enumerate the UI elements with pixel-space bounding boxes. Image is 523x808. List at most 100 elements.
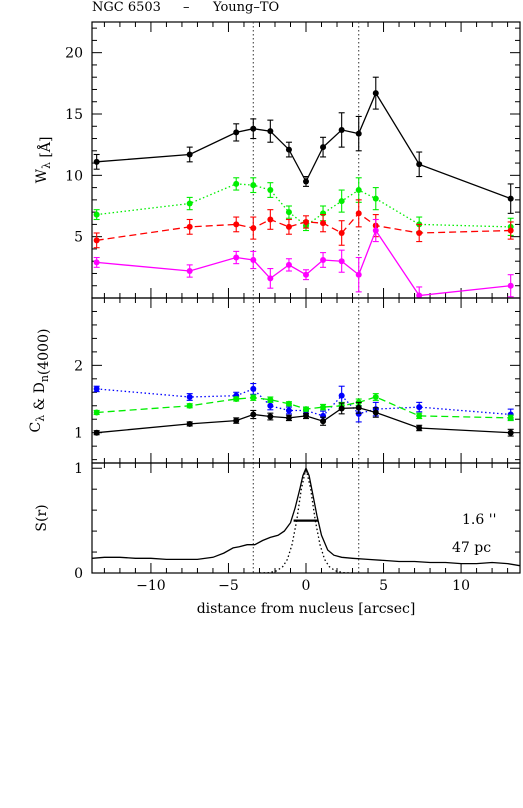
data-point bbox=[303, 406, 309, 413]
data-point bbox=[250, 385, 257, 392]
data-point bbox=[267, 413, 274, 420]
data-point bbox=[372, 227, 379, 234]
panel-middle: 1 2 Cλ & Dn(4000) bbox=[28, 297, 521, 464]
data-point bbox=[372, 394, 379, 400]
data-point bbox=[267, 187, 274, 194]
data-point bbox=[507, 282, 514, 289]
data-point bbox=[233, 254, 240, 261]
y-tick-label: 5 bbox=[74, 230, 83, 246]
title-object: NGC 6503 bbox=[92, 0, 161, 15]
data-point bbox=[186, 223, 193, 230]
data-point bbox=[320, 404, 327, 411]
y-tick-label: 15 bbox=[65, 107, 83, 123]
data-point bbox=[267, 128, 274, 135]
data-point bbox=[250, 125, 257, 132]
data-point bbox=[93, 429, 100, 436]
data-point bbox=[93, 237, 100, 244]
data-point bbox=[416, 412, 423, 419]
data-point bbox=[507, 429, 514, 436]
data-point bbox=[372, 90, 379, 97]
data-point bbox=[303, 178, 309, 185]
data-point bbox=[338, 229, 345, 236]
data-point bbox=[320, 256, 327, 263]
series-line bbox=[96, 229, 511, 297]
data-point bbox=[355, 410, 362, 417]
data-point bbox=[416, 229, 423, 236]
data-point bbox=[93, 259, 100, 266]
data-point bbox=[267, 216, 274, 223]
data-point bbox=[267, 275, 274, 282]
data-point bbox=[303, 218, 309, 225]
data-point bbox=[186, 151, 193, 158]
data-point bbox=[338, 126, 345, 133]
data-point bbox=[338, 258, 345, 265]
y-tick-label: 1 bbox=[74, 426, 83, 442]
data-point bbox=[416, 161, 423, 168]
data-point bbox=[233, 221, 240, 228]
data-point bbox=[93, 158, 100, 165]
y-tick-label: 10 bbox=[65, 168, 83, 184]
data-point bbox=[338, 392, 345, 399]
data-point bbox=[285, 146, 292, 153]
title-separator: – bbox=[183, 0, 190, 15]
data-point bbox=[186, 394, 193, 400]
data-point bbox=[233, 129, 240, 136]
data-point bbox=[233, 180, 240, 187]
data-point bbox=[285, 414, 292, 421]
y-tick-label: 20 bbox=[65, 46, 83, 62]
annotation-scale: 47 pc bbox=[452, 540, 491, 556]
y-tick-label: 0 bbox=[74, 566, 83, 582]
data-point bbox=[320, 418, 327, 425]
y-axis-label-bottom: S(r) bbox=[34, 504, 50, 531]
data-point bbox=[507, 195, 514, 202]
plot-frame-top bbox=[91, 21, 521, 299]
data-point bbox=[267, 396, 274, 403]
data-point bbox=[338, 198, 345, 205]
data-point bbox=[285, 209, 292, 216]
data-point bbox=[416, 292, 423, 298]
data-point bbox=[285, 223, 292, 230]
data-point bbox=[186, 402, 193, 409]
x-tick-label: 10 bbox=[452, 578, 470, 594]
series-line bbox=[92, 466, 520, 567]
data-point bbox=[355, 271, 362, 278]
y-tick-label: 2 bbox=[74, 358, 83, 374]
panel-top: 5 10 15 20 Wλ [Å] bbox=[34, 21, 521, 299]
x-tick-label: −5 bbox=[218, 578, 239, 594]
data-point bbox=[355, 210, 362, 217]
data-point bbox=[416, 404, 423, 411]
x-tick-label: −10 bbox=[136, 578, 166, 594]
data-point bbox=[372, 195, 379, 202]
data-point bbox=[186, 420, 193, 427]
y-tick-label: 1 bbox=[74, 461, 83, 477]
data-point bbox=[303, 271, 309, 278]
title-class: Young–TO bbox=[212, 0, 279, 15]
data-point bbox=[416, 424, 423, 431]
data-point bbox=[250, 256, 257, 263]
panel-bottom: −10 −5 0 5 10 0 1 S(r) bbox=[34, 461, 521, 594]
data-point bbox=[93, 409, 100, 416]
y-axis-label-middle: Cλ & Dn(4000) bbox=[28, 329, 52, 433]
data-point bbox=[372, 409, 379, 416]
data-point bbox=[320, 144, 327, 151]
data-point bbox=[93, 211, 100, 218]
data-point bbox=[250, 394, 257, 401]
data-point bbox=[250, 411, 257, 418]
x-axis-label: distance from nucleus [arcsec] bbox=[197, 601, 416, 617]
x-tick-label: 5 bbox=[379, 578, 388, 594]
data-point bbox=[186, 268, 193, 275]
data-point bbox=[507, 227, 514, 234]
data-point bbox=[285, 407, 292, 414]
data-point bbox=[233, 417, 240, 424]
data-point bbox=[285, 400, 292, 407]
data-point bbox=[285, 261, 292, 268]
data-point bbox=[93, 385, 100, 392]
plot-frame-middle bbox=[91, 297, 521, 464]
data-point bbox=[320, 220, 327, 227]
data-point bbox=[355, 130, 362, 137]
data-point bbox=[303, 412, 309, 419]
plot-frame-bottom bbox=[91, 462, 521, 574]
data-point bbox=[338, 405, 345, 412]
data-point bbox=[233, 396, 240, 403]
